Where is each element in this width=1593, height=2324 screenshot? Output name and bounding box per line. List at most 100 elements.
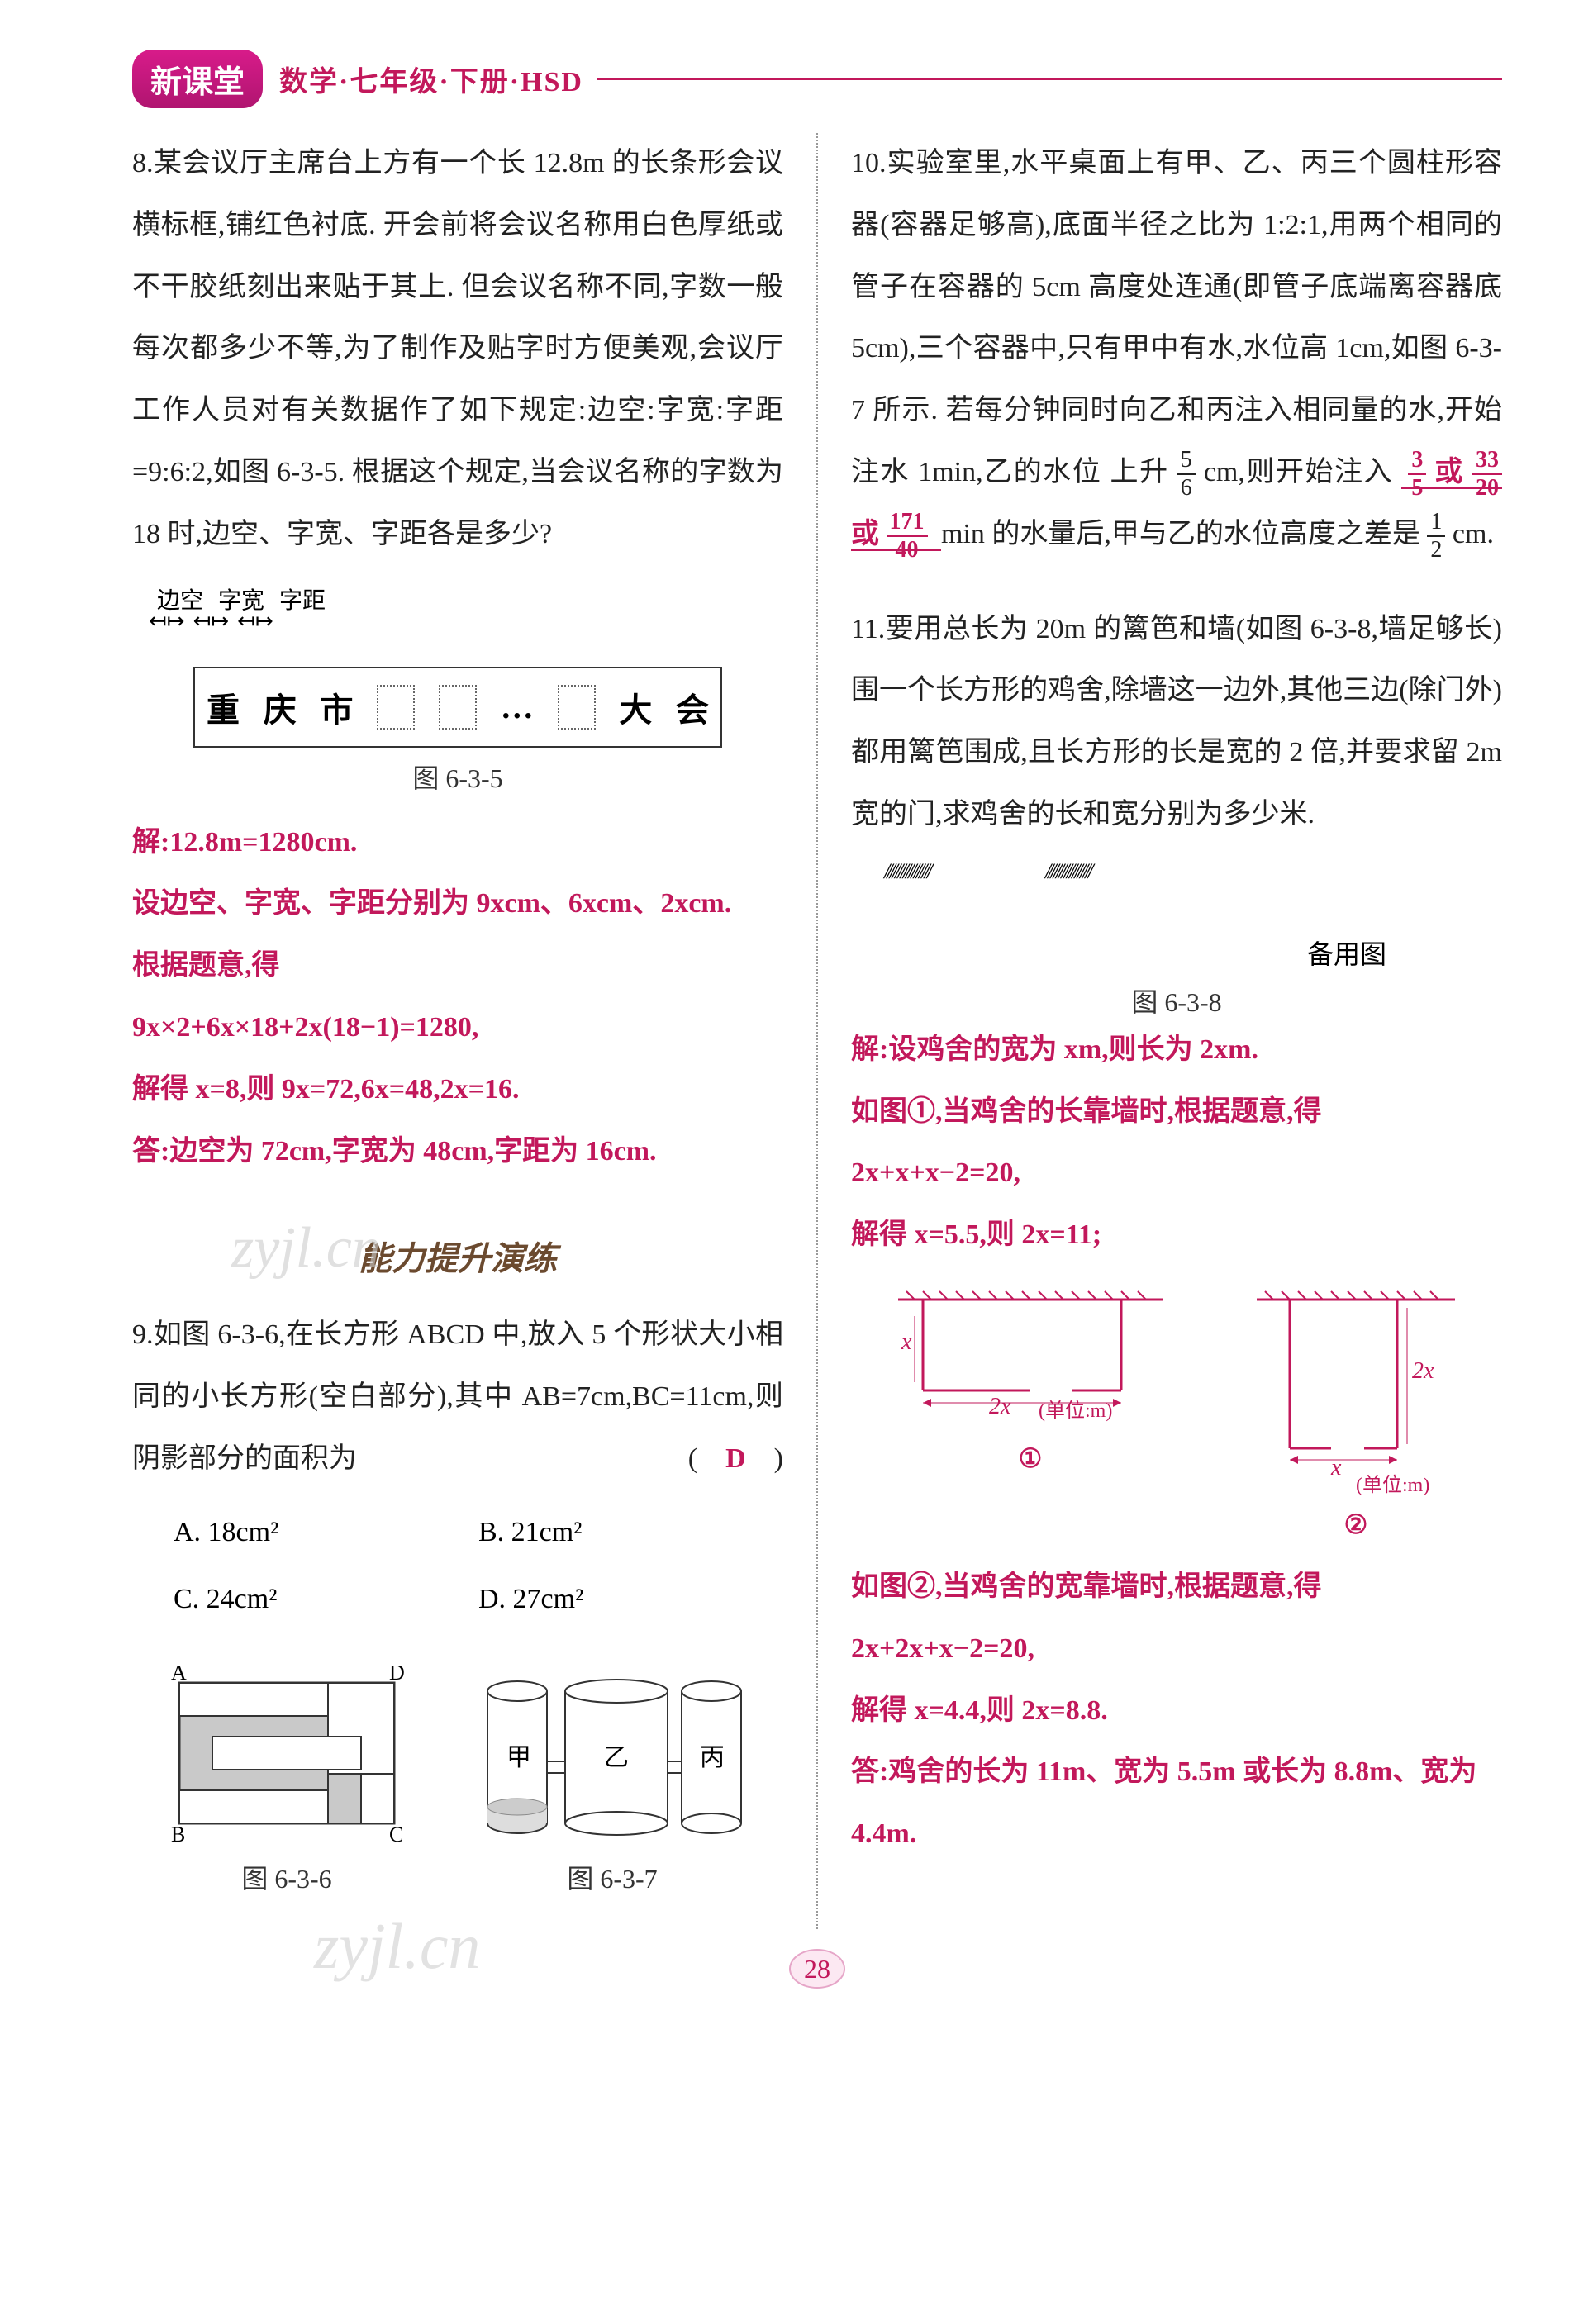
p11-sol-line8: 答:鸡舍的长为 11m、宽为 5.5m 或长为 8.8m、宽为 4.4m. <box>851 1742 1502 1865</box>
fig1-svg: x 2x (单位:m) <box>890 1283 1171 1432</box>
header-rule <box>597 78 1502 80</box>
problem-9-text: 9.如图 6-3-6,在长方形 ABCD 中,放入 5 个形状大小相同的小长方形… <box>132 1305 783 1490</box>
p8-sol-line4: 9x×2+6x×18+2x(18−1)=1280, <box>132 997 783 1059</box>
problem-11-text: 11.要用总长为 20m 的篱笆和墙(如图 6-3-8,墙足够长)围一个长方形的… <box>851 599 1502 846</box>
p9-answer: D <box>725 1443 746 1474</box>
p10-body-2: 上升 <box>1110 457 1169 487</box>
header-subtitle: 数学·七年级·下册·HSD <box>279 59 583 99</box>
banner-dotbox <box>377 685 415 730</box>
label-yi: 乙 <box>604 1744 629 1771</box>
problem-8-text: 8.某会议厅主席台上方有一个长 12.8m 的长条形会议横标框,铺红色衬底. 开… <box>132 133 783 566</box>
p11-sol-line3: 2x+x+x−2=20, <box>851 1143 1502 1205</box>
figure-6-3-5: 边空 字宽 字距 ↤↦ ↤↦ ↤↦ 重 庆 市 <box>132 582 783 796</box>
frac-den: 6 <box>1181 475 1192 500</box>
p10-body-5: 的水量后,甲与乙的水位高度之差是 <box>991 519 1420 549</box>
banner-char-2: 庆 <box>264 683 297 731</box>
p8-sol-line1: 解:12.8m=1280cm. <box>132 812 783 874</box>
banner-char-4: 大 <box>619 683 652 731</box>
p11-sol-line5: 如图②,当鸡舍的宽靠墙时,根据题意,得 <box>851 1556 1502 1618</box>
backup-label: 备用图 <box>851 934 1386 972</box>
banner-char-5: 会 <box>676 683 709 731</box>
p11-sol-line6: 2x+2x+x−2=20, <box>851 1618 1502 1680</box>
p9-option-b: B. 21cm² <box>478 1499 783 1566</box>
p9-option-a: A. 18cm² <box>174 1499 478 1566</box>
figure-6-3-7: 甲 乙 丙 <box>472 1650 753 1896</box>
page-header: 新课堂 数学·七年级·下册·HSD <box>132 50 1502 108</box>
p11-sol-line1: 解:设鸡舍的宽为 xm,则长为 2xm. <box>851 1019 1502 1081</box>
arrow-icon: ↤↦ <box>193 609 230 634</box>
hatch-right: ///////////////// <box>1045 859 1091 884</box>
label-jia: 甲 <box>506 1744 531 1771</box>
figure-6-3-6-label: 图 6-3-6 <box>163 1858 411 1896</box>
section-heading: zyjl.cn 能力提升演练 <box>132 1232 783 1280</box>
p11-body: 要用总长为 20m 的篱笆和墙(如图 6-3-8,墙足够长)围一个长方形的鸡舍,… <box>851 614 1502 829</box>
badge-prefix: 新 <box>150 65 182 100</box>
svg-text:x: x <box>1330 1455 1342 1480</box>
p8-sol-line2: 设边空、字宽、字距分别为 9xcm、6xcm、2xcm. <box>132 873 783 935</box>
banner-ellipsis: … <box>501 687 534 726</box>
banner-dotbox <box>439 685 477 730</box>
p9-option-c: C. 24cm² <box>174 1566 478 1633</box>
p9-options: A. 18cm² B. 21cm² C. 24cm² D. 27cm² <box>132 1499 783 1633</box>
svg-text:2x: 2x <box>989 1394 1011 1419</box>
problem-10: 10.实验室里,水平桌面上有甲、乙、丙三个圆柱形容器(容器足够高),底面半径之比… <box>851 133 1502 566</box>
cylinder-svg: 甲 乙 丙 <box>472 1666 753 1848</box>
p10-frac1: 5 6 <box>1177 449 1196 500</box>
problem-9-number: 9. <box>132 1319 154 1350</box>
problem-9-body: 如图 6-3-6,在长方形 ABCD 中,放入 5 个形状大小相同的小长方形(空… <box>132 1319 783 1474</box>
svg-text:x: x <box>901 1329 912 1355</box>
p11-sol-line4: 解得 x=5.5,则 2x=11; <box>851 1205 1502 1267</box>
p9-figures: A D B C 图 6-3-6 <box>132 1650 783 1896</box>
p10-body-4: min <box>941 519 985 549</box>
header-badge: 新课堂 <box>132 50 263 108</box>
column-divider <box>816 133 818 1929</box>
p8-sol-line5: 解得 x=8,则 9x=72,6x=48,2x=16. <box>132 1059 783 1121</box>
page-footer: zyjl.cn 28 <box>132 1954 1502 1984</box>
p10-body-6: cm. <box>1453 519 1494 549</box>
banner-diagram: 重 庆 市 … 大 会 <box>193 667 722 748</box>
problem-10-number: 10. <box>851 148 887 178</box>
problem-8-body: 某会议厅主席台上方有一个长 12.8m 的长条形会议横标框,铺红色衬底. 开会前… <box>132 148 783 549</box>
problem-11-number: 11. <box>851 614 885 644</box>
badge-text: 课堂 <box>182 65 245 100</box>
page-number: 28 <box>789 1949 845 1989</box>
label-bing: 丙 <box>700 1744 725 1771</box>
figure-6-3-7-label: 图 6-3-7 <box>472 1858 753 1896</box>
arrow-row: ↤↦ ↤↦ ↤↦ <box>149 609 783 634</box>
problem-11: 11.要用总长为 20m 的篱笆和墙(如图 6-3-8,墙足够长)围一个长方形的… <box>851 599 1502 1865</box>
left-column: 8.某会议厅主席台上方有一个长 12.8m 的长条形会议横标框,铺红色衬底. 开… <box>132 133 783 1929</box>
p9-option-d: D. 27cm² <box>478 1566 783 1633</box>
svg-text:(单位:m): (单位:m) <box>1039 1400 1112 1422</box>
problem-8-number: 8. <box>132 148 154 178</box>
page-container: 新课堂 数学·七年级·下册·HSD 8.某会议厅主席台上方有一个长 12.8m … <box>0 0 1593 2034</box>
svg-text:(单位:m): (单位:m) <box>1356 1474 1429 1496</box>
p8-sol-line3: 根据题意,得 <box>132 935 783 997</box>
p11-fig-1: x 2x (单位:m) ① <box>890 1283 1171 1540</box>
problem-10-text: 10.实验室里,水平桌面上有甲、乙、丙三个圆柱形容器(容器足够高),底面半径之比… <box>851 133 1502 566</box>
figure-6-3-5-label: 图 6-3-5 <box>132 758 783 796</box>
p11-fig-2: 2x x (单位:m) ② <box>1248 1283 1463 1540</box>
p10-frac2: 1 2 <box>1427 511 1445 562</box>
problem-9-answer-paren: ( D ) <box>688 1428 783 1490</box>
figure-6-3-6: A D B C 图 6-3-6 <box>163 1650 411 1896</box>
banner-char-3: 市 <box>321 683 354 731</box>
content-columns: 8.某会议厅主席台上方有一个长 12.8m 的长条形会议横标框,铺红色衬底. 开… <box>132 133 1502 1929</box>
hatch-left: ///////////////// <box>884 859 930 884</box>
p10-body-3: cm,则开始注入 <box>1204 457 1393 487</box>
label-B: B <box>171 1823 185 1846</box>
label-C: C <box>389 1823 403 1846</box>
watermark-2: zyjl.cn <box>314 1909 480 1984</box>
watermark-1: zyjl.cn <box>231 1215 381 1281</box>
p8-sol-line6: 答:边空为 72cm,字宽为 48cm,字距为 16cm. <box>132 1121 783 1183</box>
problem-8: 8.某会议厅主席台上方有一个长 12.8m 的长条形会议横标框,铺红色衬底. 开… <box>132 133 783 1182</box>
figure-6-3-8-label: 图 6-3-8 <box>851 981 1502 1019</box>
label-A: A <box>171 1666 187 1685</box>
banner-char-1: 重 <box>207 683 240 731</box>
right-column: 10.实验室里,水平桌面上有甲、乙、丙三个圆柱形容器(容器足够高),底面半径之比… <box>851 133 1502 1929</box>
problem-9: 9.如图 6-3-6,在长方形 ABCD 中,放入 5 个形状大小相同的小长方形… <box>132 1305 783 1896</box>
arrow-icon: ↤↦ <box>149 609 185 634</box>
arrow-icon: ↤↦ <box>237 609 273 634</box>
wall-hatching: ///////////////// ///////////////// <box>851 859 1502 884</box>
frac-den: 2 <box>1430 537 1442 562</box>
circ-1: ① <box>890 1442 1171 1474</box>
